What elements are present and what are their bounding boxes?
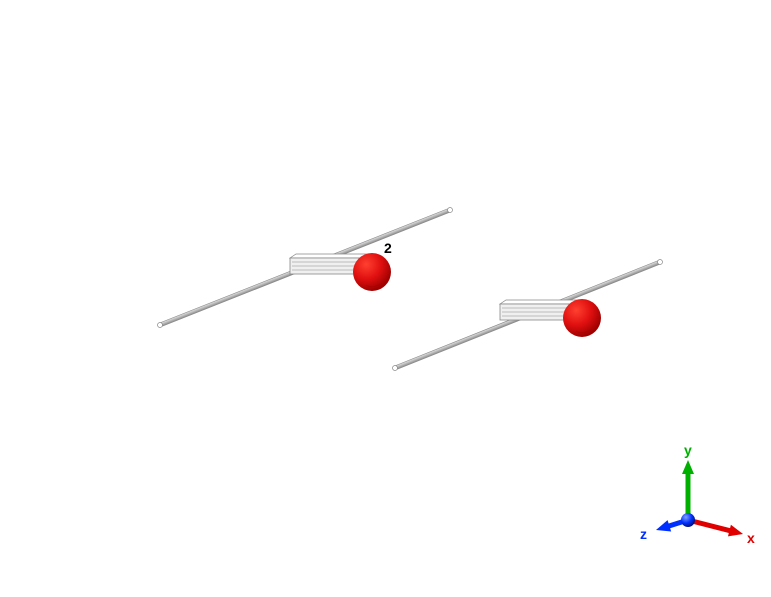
scene-canvas: 2 x y z (0, 0, 771, 597)
axis-label-x: x (747, 530, 755, 546)
axis-label-z: z (640, 526, 647, 542)
node-label-2: 2 (384, 240, 392, 256)
scene-svg (0, 0, 771, 597)
axis-label-y: y (684, 442, 692, 458)
